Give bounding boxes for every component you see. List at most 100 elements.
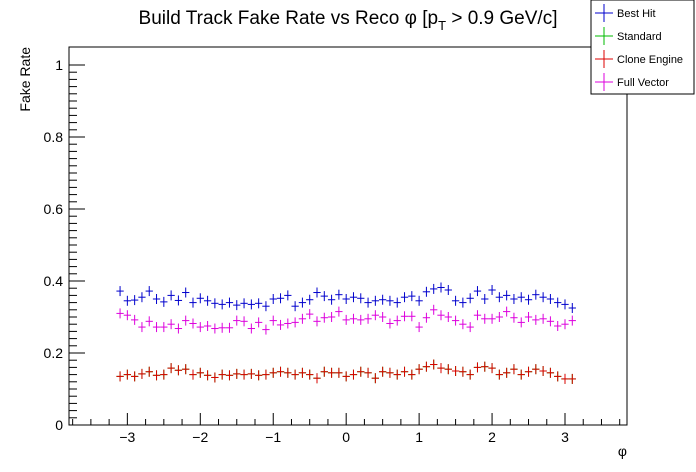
data-point: [182, 315, 190, 326]
data-point: [174, 295, 183, 306]
legend-frame: [590, 0, 695, 95]
data-point: [473, 310, 482, 321]
data-point: [524, 312, 533, 322]
y-tick-label: 0.6: [44, 201, 64, 217]
data-point: [415, 295, 423, 306]
data-point: [357, 366, 365, 377]
data-point: [123, 310, 131, 321]
data-point: [327, 367, 336, 378]
x-tick-label: −1: [265, 429, 281, 445]
data-point: [342, 371, 350, 382]
data-point: [240, 316, 248, 327]
data-point: [532, 364, 540, 375]
data-point: [203, 321, 212, 331]
data-point: [561, 299, 569, 310]
data-point: [561, 319, 569, 330]
data-point: [386, 367, 394, 378]
data-point: [167, 319, 175, 330]
chart-title: Build Track Fake Rate vs Reco φ [pT > 0.…: [139, 8, 558, 33]
data-point: [379, 366, 387, 377]
data-point: [167, 363, 175, 374]
data-point: [327, 294, 336, 305]
data-point: [196, 293, 204, 304]
data-point: [131, 295, 139, 306]
data-point: [510, 312, 518, 323]
data-point: [568, 373, 576, 384]
data-point: [240, 369, 248, 380]
data-point: [320, 291, 328, 302]
data-point: [262, 324, 270, 335]
data-point: [152, 322, 161, 333]
y-axis: 0 0.2 0.4 0.6 0.8 1: [44, 57, 85, 433]
x-tick-label: 3: [561, 429, 569, 445]
data-point: [488, 313, 496, 324]
data-point: [276, 293, 285, 304]
data-point: [546, 294, 555, 304]
x-tick-label: −2: [192, 429, 208, 445]
data-point: [473, 362, 482, 373]
data-point: [371, 373, 379, 384]
data-point: [379, 294, 387, 305]
data-point: [342, 314, 350, 325]
data-point: [123, 369, 131, 380]
y-axis-label: Fake Rate: [17, 47, 33, 112]
data-point: [182, 287, 190, 298]
data-point: [152, 370, 161, 381]
data-point: [510, 294, 518, 304]
data-point: [233, 368, 241, 379]
data-point: [233, 315, 241, 326]
data-point: [430, 359, 438, 370]
data-point: [546, 367, 555, 378]
data-point: [510, 364, 518, 375]
data-point: [313, 316, 321, 327]
data-point: [225, 370, 234, 381]
data-point: [196, 322, 204, 333]
data-point: [517, 292, 525, 303]
data-point: [131, 371, 139, 382]
data-point: [466, 293, 474, 304]
data-point: [466, 322, 474, 333]
data-point: [138, 292, 146, 303]
data-point: [495, 312, 503, 322]
legend-entry: Standard: [595, 27, 662, 45]
data-point: [451, 295, 460, 306]
data-point: [481, 361, 489, 372]
data-point: [524, 366, 533, 377]
data-point: [532, 314, 540, 325]
data-point: [247, 368, 255, 379]
y-tick-label: 0.4: [44, 273, 64, 289]
series-full-vector: [116, 304, 576, 335]
data-point: [539, 366, 547, 376]
data-point: [167, 290, 175, 301]
x-axis: −3 −2 −1 0 1 2 3: [72, 413, 621, 445]
data-marks: [116, 282, 576, 384]
data-point: [138, 368, 146, 379]
data-point: [349, 313, 358, 324]
data-point: [422, 286, 431, 297]
data-point: [554, 371, 562, 382]
data-point: [503, 290, 511, 301]
data-point: [320, 312, 328, 323]
data-point: [554, 321, 562, 331]
data-point: [481, 294, 489, 304]
data-point: [408, 369, 416, 380]
data-point: [233, 300, 241, 311]
data-point: [255, 317, 263, 328]
data-point: [335, 306, 343, 317]
data-point: [430, 283, 438, 294]
data-point: [284, 318, 292, 329]
data-point: [524, 294, 533, 305]
data-point: [371, 295, 379, 306]
data-point: [342, 294, 350, 304]
data-point: [371, 310, 379, 321]
data-point: [276, 319, 285, 330]
data-point: [189, 297, 197, 308]
data-point: [495, 369, 503, 380]
data-point: [218, 322, 226, 333]
data-point: [306, 309, 314, 320]
data-point: [174, 323, 183, 334]
legend-label: Full Vector: [617, 77, 669, 89]
data-point: [379, 312, 387, 322]
data-point: [218, 299, 226, 310]
data-point: [546, 316, 555, 327]
